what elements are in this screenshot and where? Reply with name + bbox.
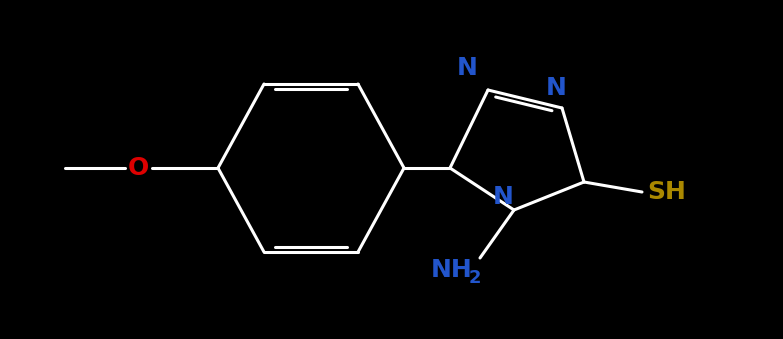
Text: N: N bbox=[493, 185, 514, 209]
Text: N: N bbox=[456, 56, 478, 80]
Text: SH: SH bbox=[647, 180, 686, 204]
Text: N: N bbox=[546, 76, 566, 100]
Text: O: O bbox=[128, 156, 149, 180]
Text: NH: NH bbox=[431, 258, 473, 282]
Text: 2: 2 bbox=[469, 269, 482, 287]
